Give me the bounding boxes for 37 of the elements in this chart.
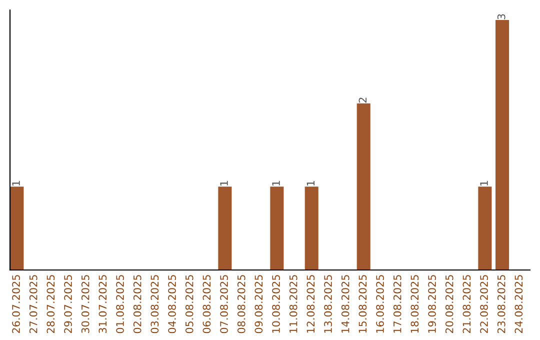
- x-tick-label: 03.08.2025: [150, 275, 159, 334]
- data-label: 3: [497, 14, 506, 20]
- x-tick-label: 24.08.2025: [514, 275, 523, 334]
- x-tick-label: 26.07.2025: [12, 275, 20, 334]
- x-tick-label: 18.08.2025: [410, 275, 419, 333]
- x-tick-label: 17.08.2025: [393, 275, 402, 333]
- x-tick-label: 15.08.2025: [358, 275, 367, 333]
- data-label: 1: [306, 181, 314, 186]
- x-tick-label: 31.07.2025: [98, 275, 107, 334]
- x-tick-label: 08.08.2025: [237, 275, 246, 334]
- x-tick-label: 28.07.2025: [46, 275, 55, 334]
- x-tick-label: 02.08.2025: [133, 275, 142, 334]
- x-tick-label: 07.08.2025: [220, 275, 228, 334]
- x-tick-label: 11.08.2025: [289, 275, 298, 333]
- x-tick-label: 27.07.2025: [29, 275, 38, 334]
- x-tick-label: 21.08.2025: [462, 275, 471, 334]
- x-tick-label: 29.07.2025: [64, 275, 72, 334]
- x-tick-label: 10.08.2025: [272, 275, 280, 333]
- data-label: 2: [358, 98, 366, 103]
- data-label: 1: [272, 181, 280, 186]
- x-tick-label: 12.08.2025: [306, 275, 315, 333]
- x-tick-label: 13.08.2025: [324, 275, 332, 333]
- x-tick-label: 23.08.2025: [497, 275, 506, 334]
- data-label: 1: [12, 181, 20, 186]
- x-tick-label: 30.07.2025: [81, 275, 90, 334]
- x-tick-label: 06.08.2025: [202, 275, 211, 334]
- x-tick-label: 16.08.2025: [376, 275, 384, 333]
- x-tick-label: 01.08.2025: [116, 275, 124, 334]
- data-label: 1: [220, 181, 228, 186]
- x-tick-label: 05.08.2025: [185, 275, 194, 334]
- x-tick-label: 20.08.2025: [445, 275, 454, 334]
- x-tick-label: 19.08.2025: [428, 275, 436, 333]
- data-label: 1: [480, 181, 488, 186]
- x-tick-label: 09.08.2025: [254, 275, 263, 334]
- x-tick-label: 14.08.2025: [341, 275, 350, 333]
- x-tick-label: 22.08.2025: [480, 275, 488, 334]
- x-tick-label: 04.08.2025: [168, 275, 176, 334]
